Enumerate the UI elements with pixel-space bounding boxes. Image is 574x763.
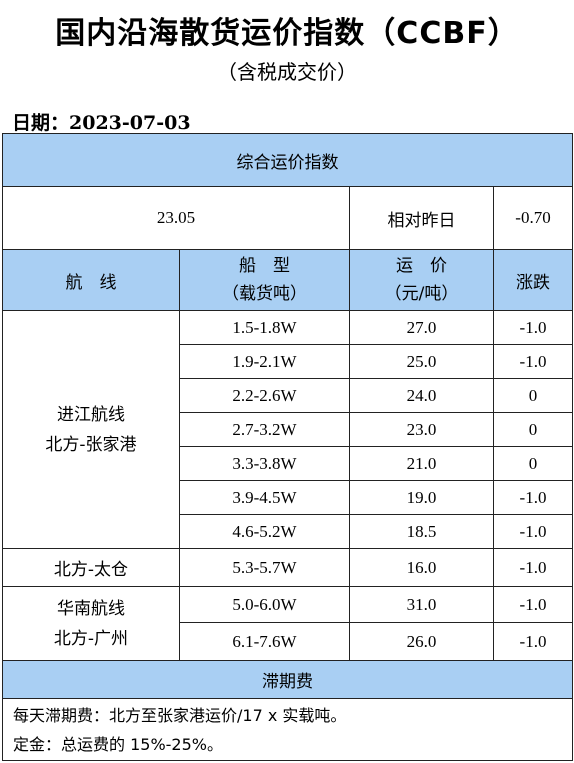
change-cell: 0 — [493, 378, 573, 413]
ship-column-header: 船 型 （载货吨） — [179, 249, 350, 311]
rate-cell: 26.0 — [349, 622, 494, 661]
demurrage-rule: 每天滞期费：北方至张家港运价/17 x 实载吨。 — [13, 705, 347, 725]
table-row: 华南航线 北方-广州 5.0-6.0W 31.0 -1.0 — [2, 586, 573, 661]
rate-cell: 19.0 — [349, 480, 494, 515]
rate-header-line1: 运 价 — [396, 256, 447, 276]
change-cell: -1.0 — [493, 310, 573, 345]
table-row: 2.2-2.6W 24.0 0 — [3, 378, 573, 413]
demurrage-header: 滞期费 — [2, 660, 573, 699]
change-cell: -1.0 — [493, 586, 573, 623]
table-row: 北方-太仓 5.3-5.7W 16.0 -1.0 — [2, 548, 573, 587]
route-column-header: 航 线 — [2, 249, 180, 311]
change-cell: -1.0 — [493, 514, 573, 549]
table-row: 6.1-7.6W 26.0 -1.0 — [3, 622, 573, 661]
ship-size-cell: 1.9-2.1W — [179, 344, 350, 379]
ship-size-cell: 2.2-2.6W — [179, 378, 350, 413]
date-label: 日期： — [12, 112, 70, 134]
composite-index-value: 23.05 — [2, 186, 350, 250]
page-title: 国内沿海散货运价指数（CCBF） — [55, 16, 519, 51]
ship-size-cell: 2.7-3.2W — [179, 412, 350, 447]
composite-index-change: -0.70 — [493, 186, 573, 250]
change-cell: -1.0 — [493, 480, 573, 515]
ship-size-cell: 4.6-5.2W — [179, 514, 350, 549]
route-cell: 进江航线 北方-张家港 — [2, 310, 180, 549]
rate-cell: 21.0 — [349, 446, 494, 481]
ship-header-line2: （载货吨） — [222, 284, 307, 304]
rate-header-line2: （元/吨） — [384, 284, 459, 304]
route-cell: 华南航线 北方-广州 — [2, 586, 180, 661]
table-row: 3.9-4.5W 19.0 -1.0 — [3, 480, 573, 515]
ship-size-cell: 3.9-4.5W — [179, 480, 350, 515]
change-cell: -1.0 — [493, 344, 573, 379]
change-cell: -1.0 — [493, 548, 573, 587]
rate-cell: 24.0 — [349, 378, 494, 413]
route-detail: 北方-张家港 — [45, 434, 137, 455]
rate-cell: 31.0 — [349, 586, 494, 623]
change-cell: 0 — [493, 412, 573, 447]
route-name: 进江航线 — [57, 404, 125, 425]
change-cell: 0 — [493, 446, 573, 481]
demurrage-notes: 每天滞期费：北方至张家港运价/17 x 实载吨。 定金：总运费的 15%-25%… — [2, 698, 573, 761]
ship-size-cell: 5.0-6.0W — [179, 586, 350, 623]
ship-size-cell: 3.3-3.8W — [179, 446, 350, 481]
table-row: 4.6-5.2W 18.5 -1.0 — [3, 514, 573, 549]
table-row: 2.7-3.2W 23.0 0 — [3, 412, 573, 447]
ship-header-line1: 船 型 — [239, 256, 290, 276]
change-column-header: 涨跌 — [493, 249, 573, 311]
freight-index-table: 综合运价指数 23.05 相对昨日 -0.70 航 线 船 型 （载货吨） 运 … — [2, 133, 573, 761]
page-subtitle: （含税成交价） — [217, 60, 357, 84]
rate-cell: 16.0 — [349, 548, 494, 587]
route-cell: 北方-太仓 — [2, 548, 180, 587]
ship-size-cell: 6.1-7.6W — [179, 622, 350, 661]
change-cell: -1.0 — [493, 622, 573, 661]
composite-index-header: 综合运价指数 — [2, 133, 573, 187]
date-value: 2023-07-03 — [69, 112, 191, 134]
rate-cell: 25.0 — [349, 344, 494, 379]
date-row: 日期：2023-07-03 — [12, 108, 191, 135]
route-name: 华南航线 — [57, 598, 125, 619]
rate-cell: 23.0 — [349, 412, 494, 447]
ship-size-cell: 5.3-5.7W — [179, 548, 350, 587]
rate-column-header: 运 价 （元/吨） — [349, 249, 494, 311]
ship-size-cell: 1.5-1.8W — [179, 310, 350, 345]
rate-cell: 18.5 — [349, 514, 494, 549]
table-row: 3.3-3.8W 21.0 0 — [3, 446, 573, 481]
table-row: 1.9-2.1W 25.0 -1.0 — [3, 344, 573, 379]
deposit-rule: 定金：总运费的 15%-25%。 — [13, 734, 223, 754]
compare-label: 相对昨日 — [349, 186, 494, 250]
rate-cell: 27.0 — [349, 310, 494, 345]
route-detail: 北方-广州 — [53, 628, 129, 649]
table-row: 进江航线 北方-张家港 1.5-1.8W 27.0 -1.0 — [2, 310, 573, 549]
